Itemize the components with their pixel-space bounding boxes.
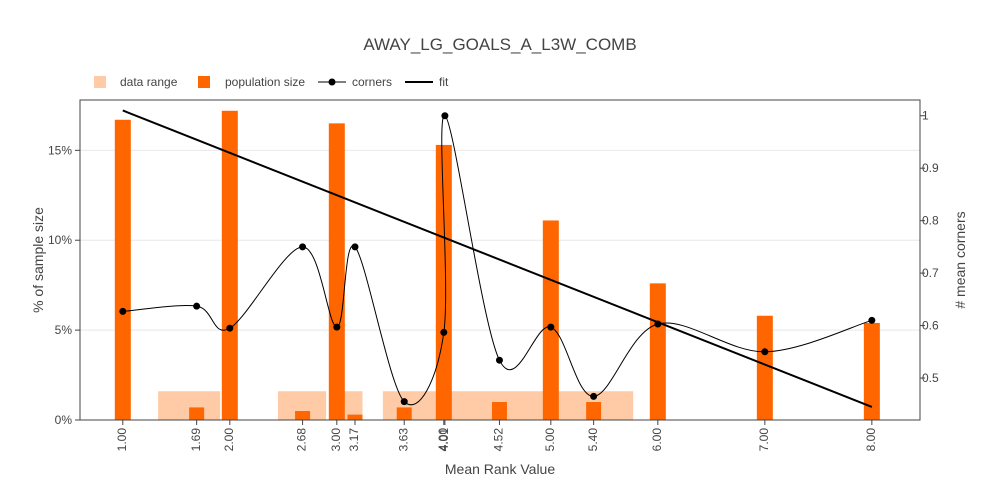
x-tick-label: 4.00 xyxy=(436,428,450,452)
chart-title: AWAY_LG_GOALS_A_L3W_COMB xyxy=(363,35,636,54)
population-bar xyxy=(189,407,205,420)
x-tick-label: 7.00 xyxy=(757,428,771,452)
y2-tick-label: 0.5 xyxy=(922,371,939,385)
x-tick-label: 3.00 xyxy=(329,428,343,452)
population-bar xyxy=(542,220,559,420)
y-tick-layer: 0% 5% 10% 15% xyxy=(48,143,80,427)
y2-axis-title: # mean corners xyxy=(952,211,968,308)
x-tick-label: 3.17 xyxy=(347,428,361,452)
y-tick-label: 10% xyxy=(48,233,72,247)
population-bar xyxy=(347,414,363,420)
x-axis-title: Mean Rank Value xyxy=(445,461,555,477)
legend-swatch-data-range xyxy=(94,76,106,88)
x-tick-label: 8.00 xyxy=(864,428,878,452)
legend-label: corners xyxy=(352,75,392,89)
y2-tick-label: 0.6 xyxy=(922,319,939,333)
data-range-box xyxy=(382,391,442,420)
corners-point xyxy=(441,112,449,120)
x-tick-label: 1.69 xyxy=(189,428,203,452)
y2-tick-label: 0.7 xyxy=(922,266,939,280)
legend-label: population size xyxy=(225,75,305,89)
corners-point xyxy=(351,243,359,251)
y2-tick-label: 0.8 xyxy=(922,214,939,228)
x-tick-label: 4.01 xyxy=(437,428,451,452)
corners-point xyxy=(761,348,769,356)
y-axis-title: % of sample size xyxy=(30,207,46,313)
corners-point xyxy=(333,323,341,331)
y2-tick-label: 0.9 xyxy=(922,161,939,175)
x-tick-label: 2.68 xyxy=(295,428,309,452)
population-bar xyxy=(396,407,412,420)
legend-label: data range xyxy=(120,75,178,89)
population-bar xyxy=(586,402,602,420)
fit-line xyxy=(122,109,873,408)
x-tick-label: 5.00 xyxy=(543,428,557,452)
legend-label: fit xyxy=(439,75,449,89)
y-tick-label: 5% xyxy=(55,323,73,337)
corners-point xyxy=(495,356,503,364)
x-tick-label: 1.00 xyxy=(115,428,129,452)
legend: data range population size corners fit xyxy=(94,75,449,89)
population-bar-layer xyxy=(114,110,880,421)
legend-swatch-corners-marker xyxy=(328,78,336,86)
x-tick-label: 4.52 xyxy=(492,428,506,452)
legend-swatch-population xyxy=(198,76,210,88)
x-tick-label: 3.63 xyxy=(396,428,410,452)
corners-point xyxy=(299,243,307,251)
population-bar xyxy=(114,119,131,421)
corners-point xyxy=(590,392,598,400)
corners-point xyxy=(654,320,662,328)
corners-layer xyxy=(119,112,876,406)
y-tick-label: 0% xyxy=(55,413,73,427)
corners-point xyxy=(119,307,127,315)
corners-point xyxy=(868,316,876,324)
population-bar xyxy=(328,123,345,420)
grid-layer xyxy=(80,149,920,421)
population-bar xyxy=(435,144,452,420)
population-bar xyxy=(295,411,311,420)
corners-line xyxy=(122,115,872,406)
corners-point xyxy=(226,324,234,332)
x-tick-layer: 1.00 1.69 2.00 2.68 3.00 3.17 3.63 4.004.01 4.52… xyxy=(115,420,878,451)
population-bar xyxy=(649,283,666,420)
corners-point xyxy=(400,398,408,406)
y2-tick-label: 1 xyxy=(922,109,929,123)
population-bar xyxy=(863,322,880,420)
fit-layer xyxy=(122,109,873,408)
y-tick-label: 15% xyxy=(48,143,72,157)
corners-point xyxy=(547,323,555,331)
data-range-box xyxy=(343,391,363,420)
x-tick-label: 5.40 xyxy=(586,428,600,452)
population-bar xyxy=(756,315,773,420)
plot-frame xyxy=(79,99,921,421)
y2-tick-layer: 0.5 0.6 0.7 0.8 0.9 1 xyxy=(920,109,939,385)
corners-point xyxy=(440,328,448,336)
corners-point xyxy=(193,302,201,310)
population-bar xyxy=(221,110,238,421)
population-bar xyxy=(491,402,507,420)
x-tick-label: 2.00 xyxy=(222,428,236,452)
x-tick-label: 6.00 xyxy=(650,428,664,452)
